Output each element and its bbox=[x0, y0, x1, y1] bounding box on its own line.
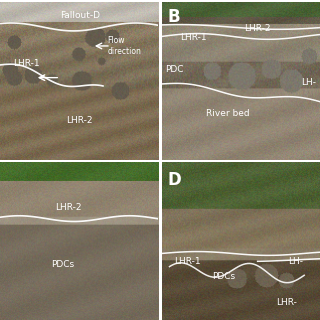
Text: LHR-1: LHR-1 bbox=[174, 257, 201, 266]
Text: LHR-: LHR- bbox=[276, 298, 297, 307]
Text: LHR-1: LHR-1 bbox=[13, 59, 39, 68]
Text: LH-: LH- bbox=[301, 78, 316, 87]
Text: PDCs: PDCs bbox=[51, 260, 74, 269]
Text: Fallout-D: Fallout-D bbox=[60, 11, 100, 20]
Text: LHR-2: LHR-2 bbox=[244, 24, 270, 33]
Text: LHR-2: LHR-2 bbox=[67, 116, 93, 125]
Text: D: D bbox=[168, 171, 182, 189]
Text: River bed: River bed bbox=[206, 109, 250, 118]
Text: LHR-1: LHR-1 bbox=[180, 33, 207, 42]
Text: Flow
direction: Flow direction bbox=[108, 36, 141, 56]
Text: B: B bbox=[168, 8, 180, 26]
Text: PDC: PDC bbox=[165, 65, 183, 74]
Text: PDCs: PDCs bbox=[212, 272, 236, 282]
Text: LH-: LH- bbox=[288, 257, 303, 266]
Text: LHR-2: LHR-2 bbox=[55, 203, 82, 212]
